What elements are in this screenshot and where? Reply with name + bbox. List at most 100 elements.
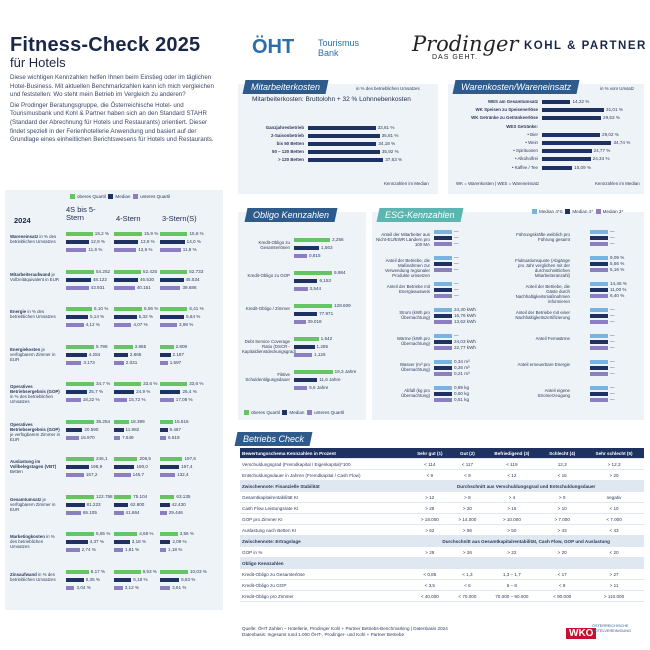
benchmark-value: 35.254	[96, 418, 111, 424]
check-cell: < 7.000	[584, 513, 644, 525]
benchmark-bar	[160, 457, 183, 461]
legend-unteres: unteres Quartil	[140, 194, 171, 199]
kosten-category: • Kaffee / Tee	[511, 164, 538, 170]
obligo-value: 1,285	[316, 344, 329, 349]
check-row: Gesamtkapitalrentabilität KI > 12 > 8 > 4 > …	[240, 491, 644, 503]
check-cell: < 3,5	[408, 579, 452, 591]
check-cell: > 15	[483, 502, 541, 514]
esg-bar	[590, 242, 608, 246]
check-cell: Auslastung nach Betten KI	[240, 524, 409, 536]
obligo-bar	[294, 279, 318, 283]
benchmark-bar	[114, 398, 127, 402]
esg-legend-b: Median 4*	[572, 209, 593, 214]
kosten-value: 15,09 %	[574, 164, 592, 170]
obligo-value: 0,815	[309, 253, 321, 258]
mitarbeiter-tag-label: Mitarbeiterkosten	[251, 82, 321, 92]
benchmark-bar	[66, 307, 93, 311]
kosten-legend: WK = Warenkosten | WES = Wareneinsatz	[456, 181, 540, 186]
benchmark-value: 3,61 %	[172, 584, 187, 590]
esg-label: Anteil eigene Stromerzeugung	[537, 388, 570, 398]
mitarbeiter-bar	[308, 142, 377, 146]
kosten-bar	[542, 157, 591, 162]
check-cell: negativ	[584, 491, 644, 503]
obligo-value: 9,984	[334, 270, 346, 275]
mitarbeiter-panel	[238, 84, 438, 194]
obligo-value: 1,542	[320, 336, 333, 341]
benchmark-bar	[160, 277, 184, 282]
benchmark-bar	[66, 323, 84, 327]
esg-value: —	[454, 293, 459, 298]
benchmark-value: 2,74 %	[81, 547, 96, 552]
esg-bar	[434, 360, 452, 364]
check-table: Bewertungsschema Kennzahlen in Prozent Se…	[240, 448, 644, 602]
esg-value: —	[610, 241, 615, 246]
mitarbeiter-value: 33,81 %	[377, 125, 395, 130]
col-head-5star: 4S bis 5-Stern	[66, 205, 96, 222]
check-cell: > 7.000	[540, 513, 585, 525]
benchmark-row-unit: je Vollzeitäquivalent in EUR	[10, 271, 60, 282]
esg-value: 0,26 m³	[454, 365, 470, 370]
benchmark-bar	[66, 435, 79, 440]
esg-bar	[434, 256, 452, 260]
mitarbeiter-footer: Kennzahlen im Median	[384, 181, 429, 186]
esg-value: —	[610, 345, 615, 350]
benchmark-value: 40.151	[136, 284, 151, 290]
check-header-cell: Bewertungsschema Kennzahlen in Prozent	[240, 448, 409, 459]
check-row: Entschuldungsdauer in Jahren (Fremdkapit…	[240, 469, 644, 481]
check-section-title: Zwischennote: Ertragslage	[240, 535, 409, 547]
esg-value: —	[610, 333, 615, 338]
esg-bar	[590, 314, 608, 318]
check-cell: > 8	[451, 491, 484, 503]
esg-value: —	[610, 319, 615, 324]
check-cell: < 0,85	[408, 568, 452, 580]
esg-value: 24,30 kWh	[454, 307, 476, 312]
check-cell: < 70.000	[451, 590, 484, 602]
benchmark-value: 52.733	[189, 268, 204, 274]
esg-bar	[590, 392, 608, 396]
benchmark-bar	[66, 540, 88, 544]
benchmark-value: 5,64 %	[186, 314, 201, 319]
benchmark-value: 180,0	[136, 464, 148, 469]
esg-value: —	[454, 267, 459, 272]
check-cell: < 15	[540, 469, 585, 481]
check-section-note: Durchschnitt aus Verschuldungsgrad und E…	[408, 480, 644, 492]
benchmark-value: 15,72 %	[128, 397, 146, 402]
check-cell: < 43	[584, 524, 644, 536]
obligo-bar	[294, 386, 308, 390]
esg-bar	[434, 294, 452, 298]
mitarbeiter-bar	[308, 134, 380, 138]
mitarbeiter-value: 35,92 %	[381, 149, 399, 154]
benchmark-row-title: Marketingkosten	[10, 534, 45, 539]
obligo-value: 1,563	[321, 245, 333, 250]
benchmark-bar	[160, 323, 177, 327]
check-cell: < 119	[483, 458, 541, 470]
benchmark-row-unit: je verfügbarem Zimmer in EUR	[10, 496, 56, 512]
benchmark-value: 18,22 %	[82, 397, 100, 402]
check-cell: < 10	[584, 502, 644, 514]
mitarbeiter-tag: Mitarbeiterkosten	[242, 80, 329, 94]
check-cell: > 27	[584, 568, 644, 580]
benchmark-value: 6,56 %	[144, 306, 159, 311]
benchmark-bar	[114, 427, 124, 432]
benchmark-value: 15.970	[80, 434, 95, 440]
benchmark-value: 33,6 %	[143, 381, 158, 386]
footer-database: Datenbasis: Ingesamt rund 1.000 ÖHT-, Pr…	[242, 632, 405, 637]
benchmark-bar	[114, 585, 123, 590]
mitarbeiter-category: Ganzjahresbetrieb	[265, 125, 304, 130]
benchmark-bar	[66, 569, 89, 574]
obligo-value: 3,544	[309, 286, 322, 291]
mitarbeiter-category: bis 50 Betten	[276, 141, 304, 146]
page-title: Fitness-Check 2025	[10, 34, 201, 56]
obligo-label: Fiktive Schuldentilgungsdauer	[245, 372, 290, 382]
kosten-value: 34,74 %	[613, 140, 631, 145]
check-cell: < 9	[408, 469, 452, 481]
benchmark-value: 3,56 %	[179, 531, 194, 536]
check-cell: > 50	[483, 524, 541, 536]
benchmark-bar	[66, 269, 94, 274]
wko-logo: WKO	[566, 628, 597, 639]
benchmark-bar	[66, 277, 91, 282]
benchmark-legend: oberes Quartil Median unteres Quartil	[70, 194, 171, 200]
check-row: GOP pro Zimmer KI > 18.000 > 14.000 > 10.00…	[240, 513, 644, 525]
kosten-category: • Bier	[527, 131, 538, 137]
